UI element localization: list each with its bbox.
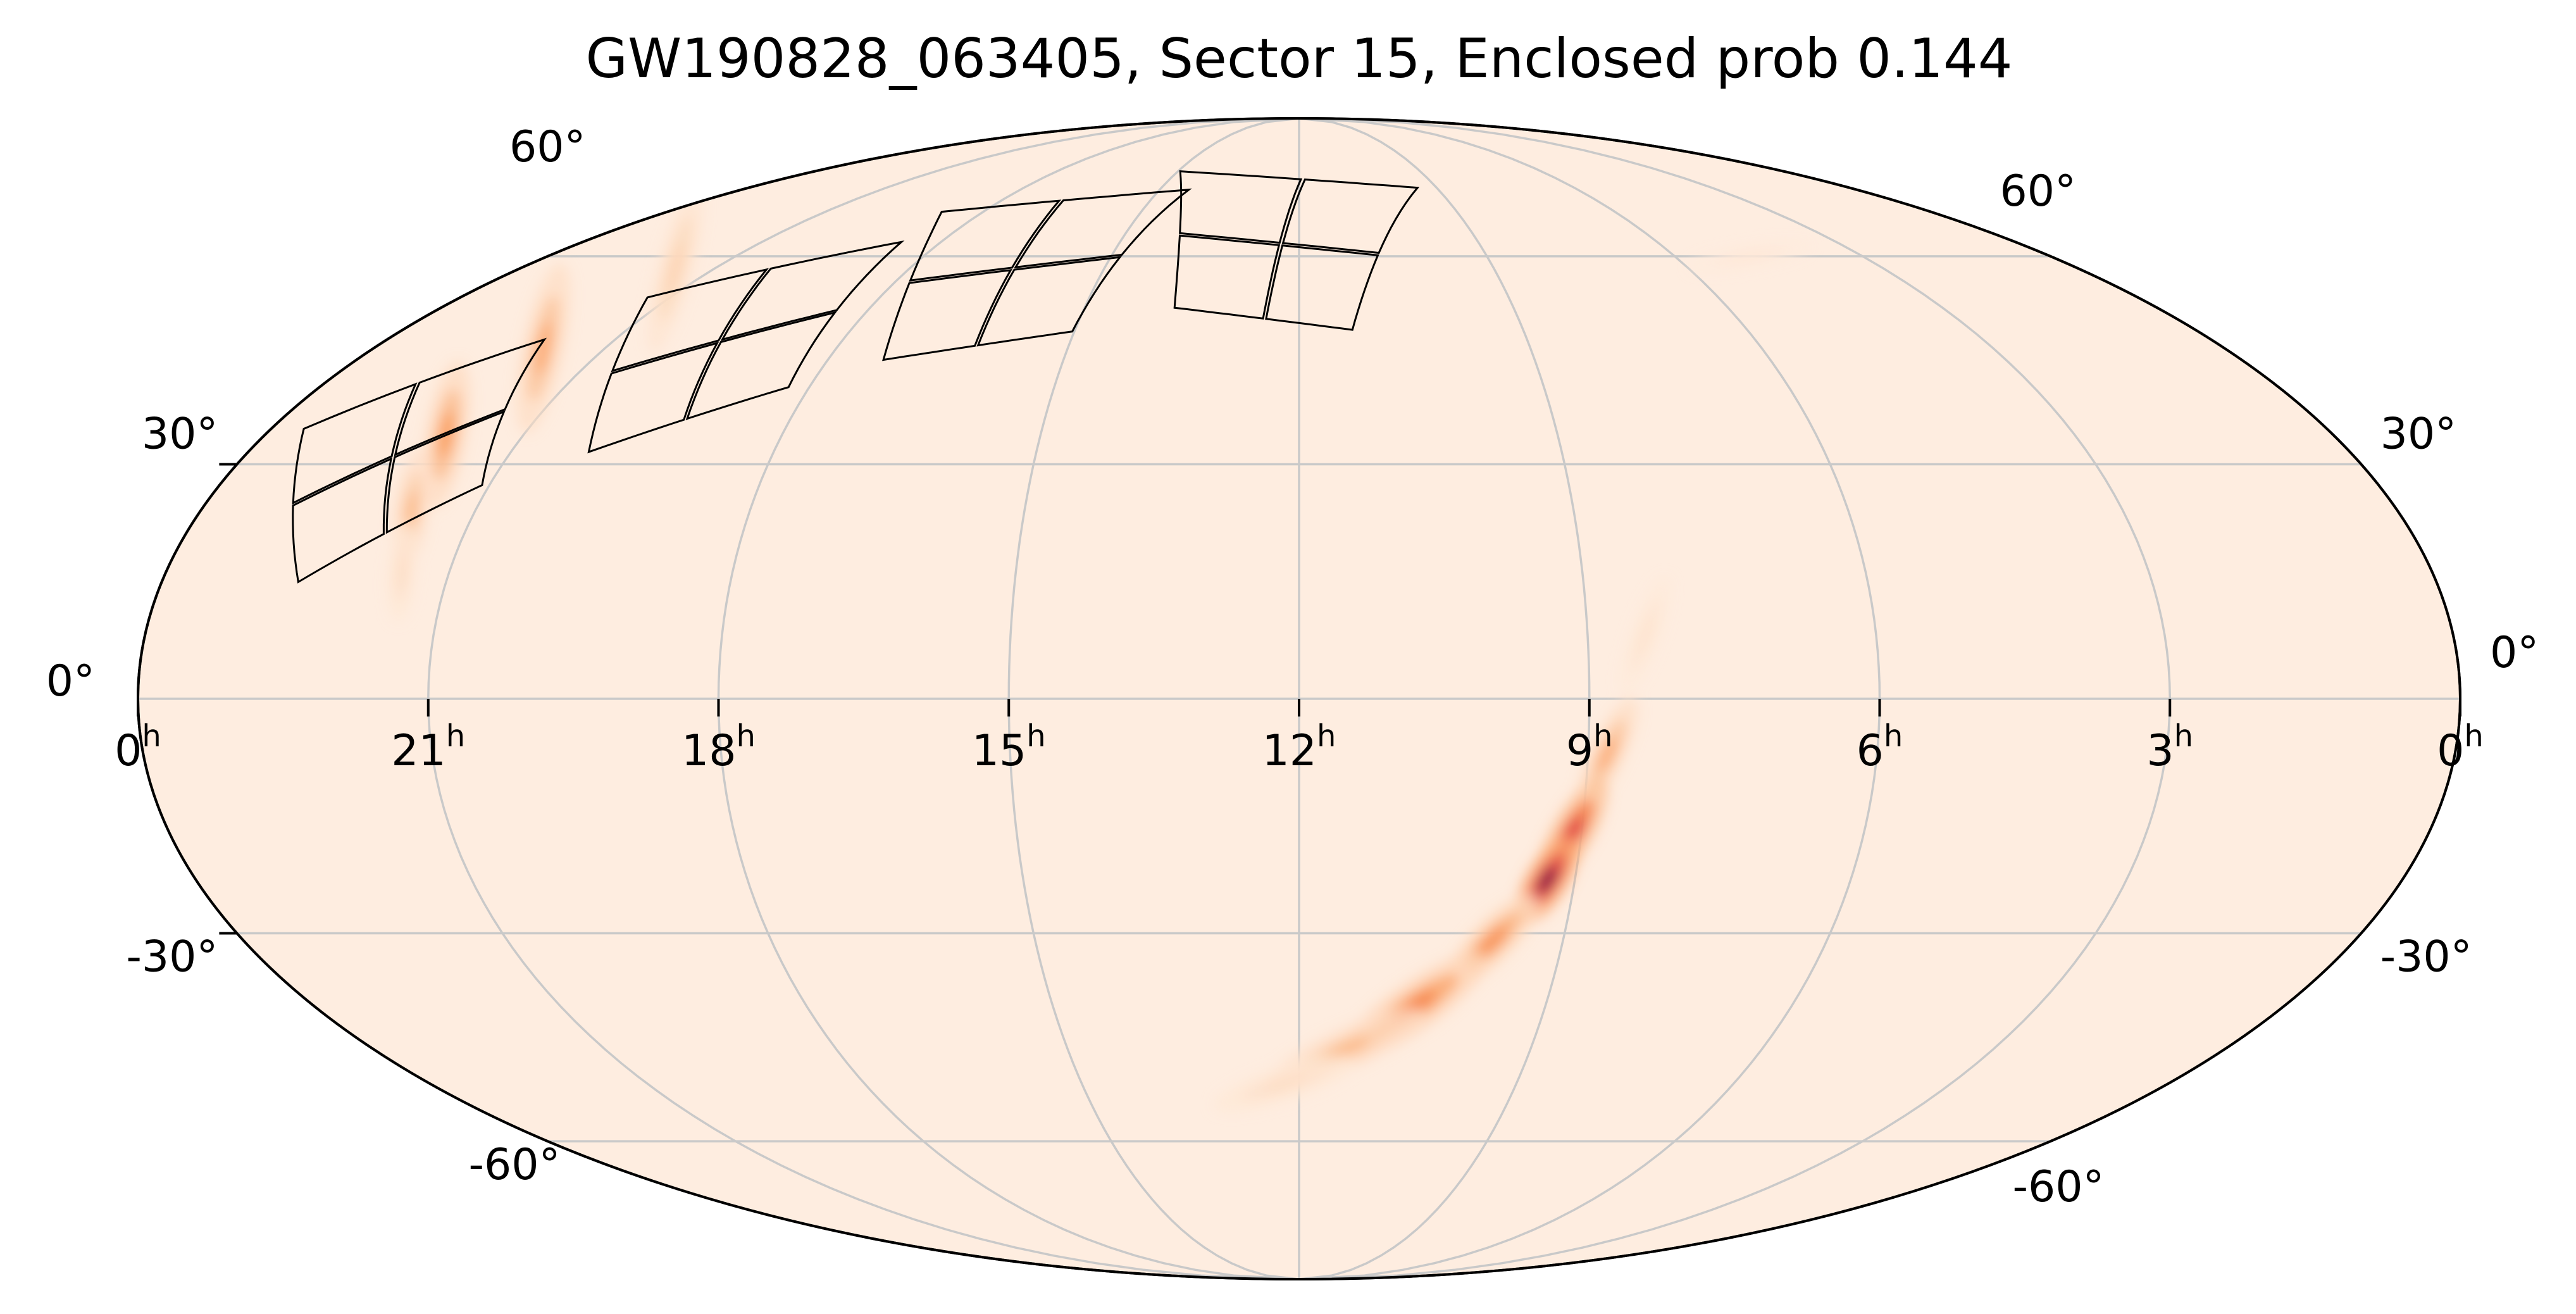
ra-tick-unit: h (2464, 718, 2483, 754)
dec-label-left: 0° (46, 656, 95, 706)
dec-label-right: 0° (2490, 628, 2539, 678)
ccd-outline (1265, 244, 1379, 331)
dec-label-left: 30° (142, 410, 218, 460)
ccd-outline (292, 457, 393, 584)
ccd-outline (976, 256, 1123, 347)
dec-label-left: -60° (468, 1140, 560, 1190)
dec-label-right: 30° (2380, 410, 2457, 460)
ccd-outline (882, 268, 1012, 361)
ra-tick-unit: h (1026, 718, 1045, 754)
probability-blob (647, 185, 704, 353)
tess-sector-footprint (292, 170, 1420, 584)
ra-tick-unit: h (737, 718, 756, 754)
ra-tick-label: 9h (1566, 718, 1613, 776)
ccd-outline (685, 311, 838, 420)
ccd-outline (394, 337, 547, 456)
dec-label-right: -60° (2012, 1162, 2104, 1212)
ra-tick-label: 0h (2437, 718, 2484, 776)
ccd-outline (1281, 178, 1420, 254)
ccd-outline (292, 382, 418, 505)
ra-ticks: 0h 21h 18h 15h 12h 9h 6h 3h 0h (115, 699, 2484, 776)
ccd-outline (385, 410, 506, 534)
dec-ticks: 60° 30° 0° -30° -60° 60° 30° 0° -30° -60° (46, 122, 2539, 1212)
dec-label-right: -30° (2380, 932, 2472, 982)
ccd-outline (1014, 188, 1192, 269)
ra-tick-unit: h (142, 718, 161, 754)
ra-tick-unit: h (1593, 718, 1612, 754)
probability-blob (1214, 1054, 1356, 1112)
ccd-outline (909, 199, 1062, 282)
probability-blob (1620, 577, 1671, 694)
ccd-outline (587, 341, 719, 454)
dec-label-left: 60° (509, 122, 586, 172)
ra-tick-unit: h (446, 718, 465, 754)
chart-title: GW190828_063405, Sector 15, Enclosed pro… (586, 27, 2013, 91)
probability-blob (516, 263, 571, 434)
ra-tick-unit: h (2174, 718, 2193, 754)
ccd-outline (611, 268, 769, 373)
ccd-outline (1173, 234, 1281, 320)
ccd-outline (720, 240, 905, 341)
probability-blob (1689, 241, 1811, 272)
ra-tick-unit: h (1317, 718, 1336, 754)
dec-label-left: -30° (126, 932, 218, 982)
ra-tick-unit: h (1884, 718, 1903, 754)
dec-label-right: 60° (2000, 166, 2076, 216)
ccd-outline (1179, 170, 1303, 244)
probability-blob (387, 522, 417, 622)
